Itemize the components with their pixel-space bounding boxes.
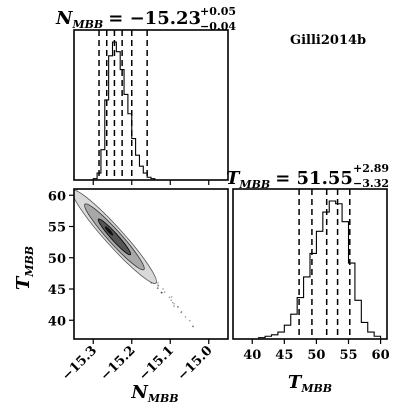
y-tick-label: 55 [48, 221, 66, 236]
scatter-point-tail [173, 305, 175, 307]
t-mbb-title-plus: +2.89 [353, 162, 389, 175]
t-mbb-y-axis-label: TMBB [13, 246, 36, 290]
scatter-point-tail [160, 291, 163, 294]
scatter-point [192, 325, 194, 328]
scatter-point-tail [171, 301, 174, 304]
x-tick-label-t-mbb: 55 [339, 348, 357, 363]
x-tick-label-t-mbb: 45 [275, 348, 293, 363]
x-tick-label-n-mbb: −15.1 [136, 343, 177, 384]
y-tick-label: 45 [48, 283, 66, 298]
x-tick-label-n-mbb: −15.2 [98, 343, 139, 384]
t-mbb-title-minus: −3.32 [353, 177, 389, 190]
x-tick-label-t-mbb: 40 [243, 348, 261, 363]
scatter-point [156, 287, 159, 290]
t-mbb-x-axis-label-sub: MBB [300, 382, 332, 395]
scatter-point-tail [170, 299, 172, 302]
joint-contours [74, 190, 157, 284]
n-mbb-histogram-steps [74, 41, 228, 181]
t-mbb-histogram-panel: 40 45 50 55 60 TMBB = 51.55 +2.89 −3.32 TMBB [226, 162, 390, 395]
x-tick-label-t-mbb: 60 [372, 348, 390, 363]
scatter-point-tail [168, 296, 171, 299]
n-mbb-title: NMBB = −15.23 [55, 8, 201, 31]
scatter-point-tail [184, 316, 187, 318]
x-tick-label-n-mbb: −15.0 [175, 343, 216, 384]
scatter-point-tail [188, 319, 191, 322]
t-mbb-title-value: = 51.55 [275, 168, 353, 189]
scatter-point-tail [157, 282, 159, 284]
scatter-point-tail [163, 291, 166, 293]
contour-core [104, 226, 114, 236]
t-mbb-title: TMBB = 51.55 [226, 168, 353, 191]
n-mbb-title-sub: MBB [71, 18, 103, 31]
joint-posterior-frame [73, 188, 229, 340]
n-mbb-title-value: = −15.23 [108, 8, 201, 29]
t-mbb-title-param: T [226, 168, 241, 189]
scatter-point-tail [173, 302, 176, 305]
n-mbb-x-axis-label-sub: MBB [147, 392, 179, 405]
dataset-annotation: Gilli2014b [290, 33, 366, 48]
n-mbb-histogram-frame [73, 29, 229, 181]
n-mbb-title-minus: −0.04 [200, 20, 236, 33]
t-mbb-x-axis-label-main: T [288, 372, 303, 393]
n-mbb-title-param: N [55, 8, 74, 29]
t-mbb-title-sub: MBB [238, 178, 270, 191]
t-mbb-y-axis-label-main: T [13, 275, 34, 290]
n-mbb-x-axis-label: NMBB [130, 382, 178, 405]
y-tick-label: 60 [48, 189, 66, 204]
t-mbb-y-axis-label-sub: MBB [23, 246, 36, 278]
scatter-point [160, 291, 163, 294]
n-mbb-histogram-panel: NMBB = −15.23 +0.05 −0.04 [55, 5, 236, 185]
t-mbb-histogram-steps [233, 200, 387, 340]
t-mbb-x-axis-label: TMBB [288, 372, 332, 395]
n-mbb-x-axis-label-main: N [130, 382, 149, 403]
y-tick-label: 40 [48, 314, 66, 329]
scatter-point-tail [180, 310, 183, 313]
scatter-point-tail [157, 284, 159, 286]
scatter-point-tail [170, 296, 173, 298]
scatter-point-tail [162, 288, 164, 290]
x-tick-label-t-mbb: 50 [307, 348, 325, 363]
scatter-point-tail [180, 311, 182, 314]
contour-inner [97, 218, 132, 256]
y-tick-label: 50 [48, 252, 66, 267]
t-mbb-histogram-frame [232, 188, 388, 340]
x-tick-label-n-mbb: −15.3 [59, 343, 100, 384]
scatter-point-tail [157, 285, 160, 287]
n-mbb-title-plus: +0.05 [200, 5, 236, 18]
scatter-point [177, 306, 179, 308]
